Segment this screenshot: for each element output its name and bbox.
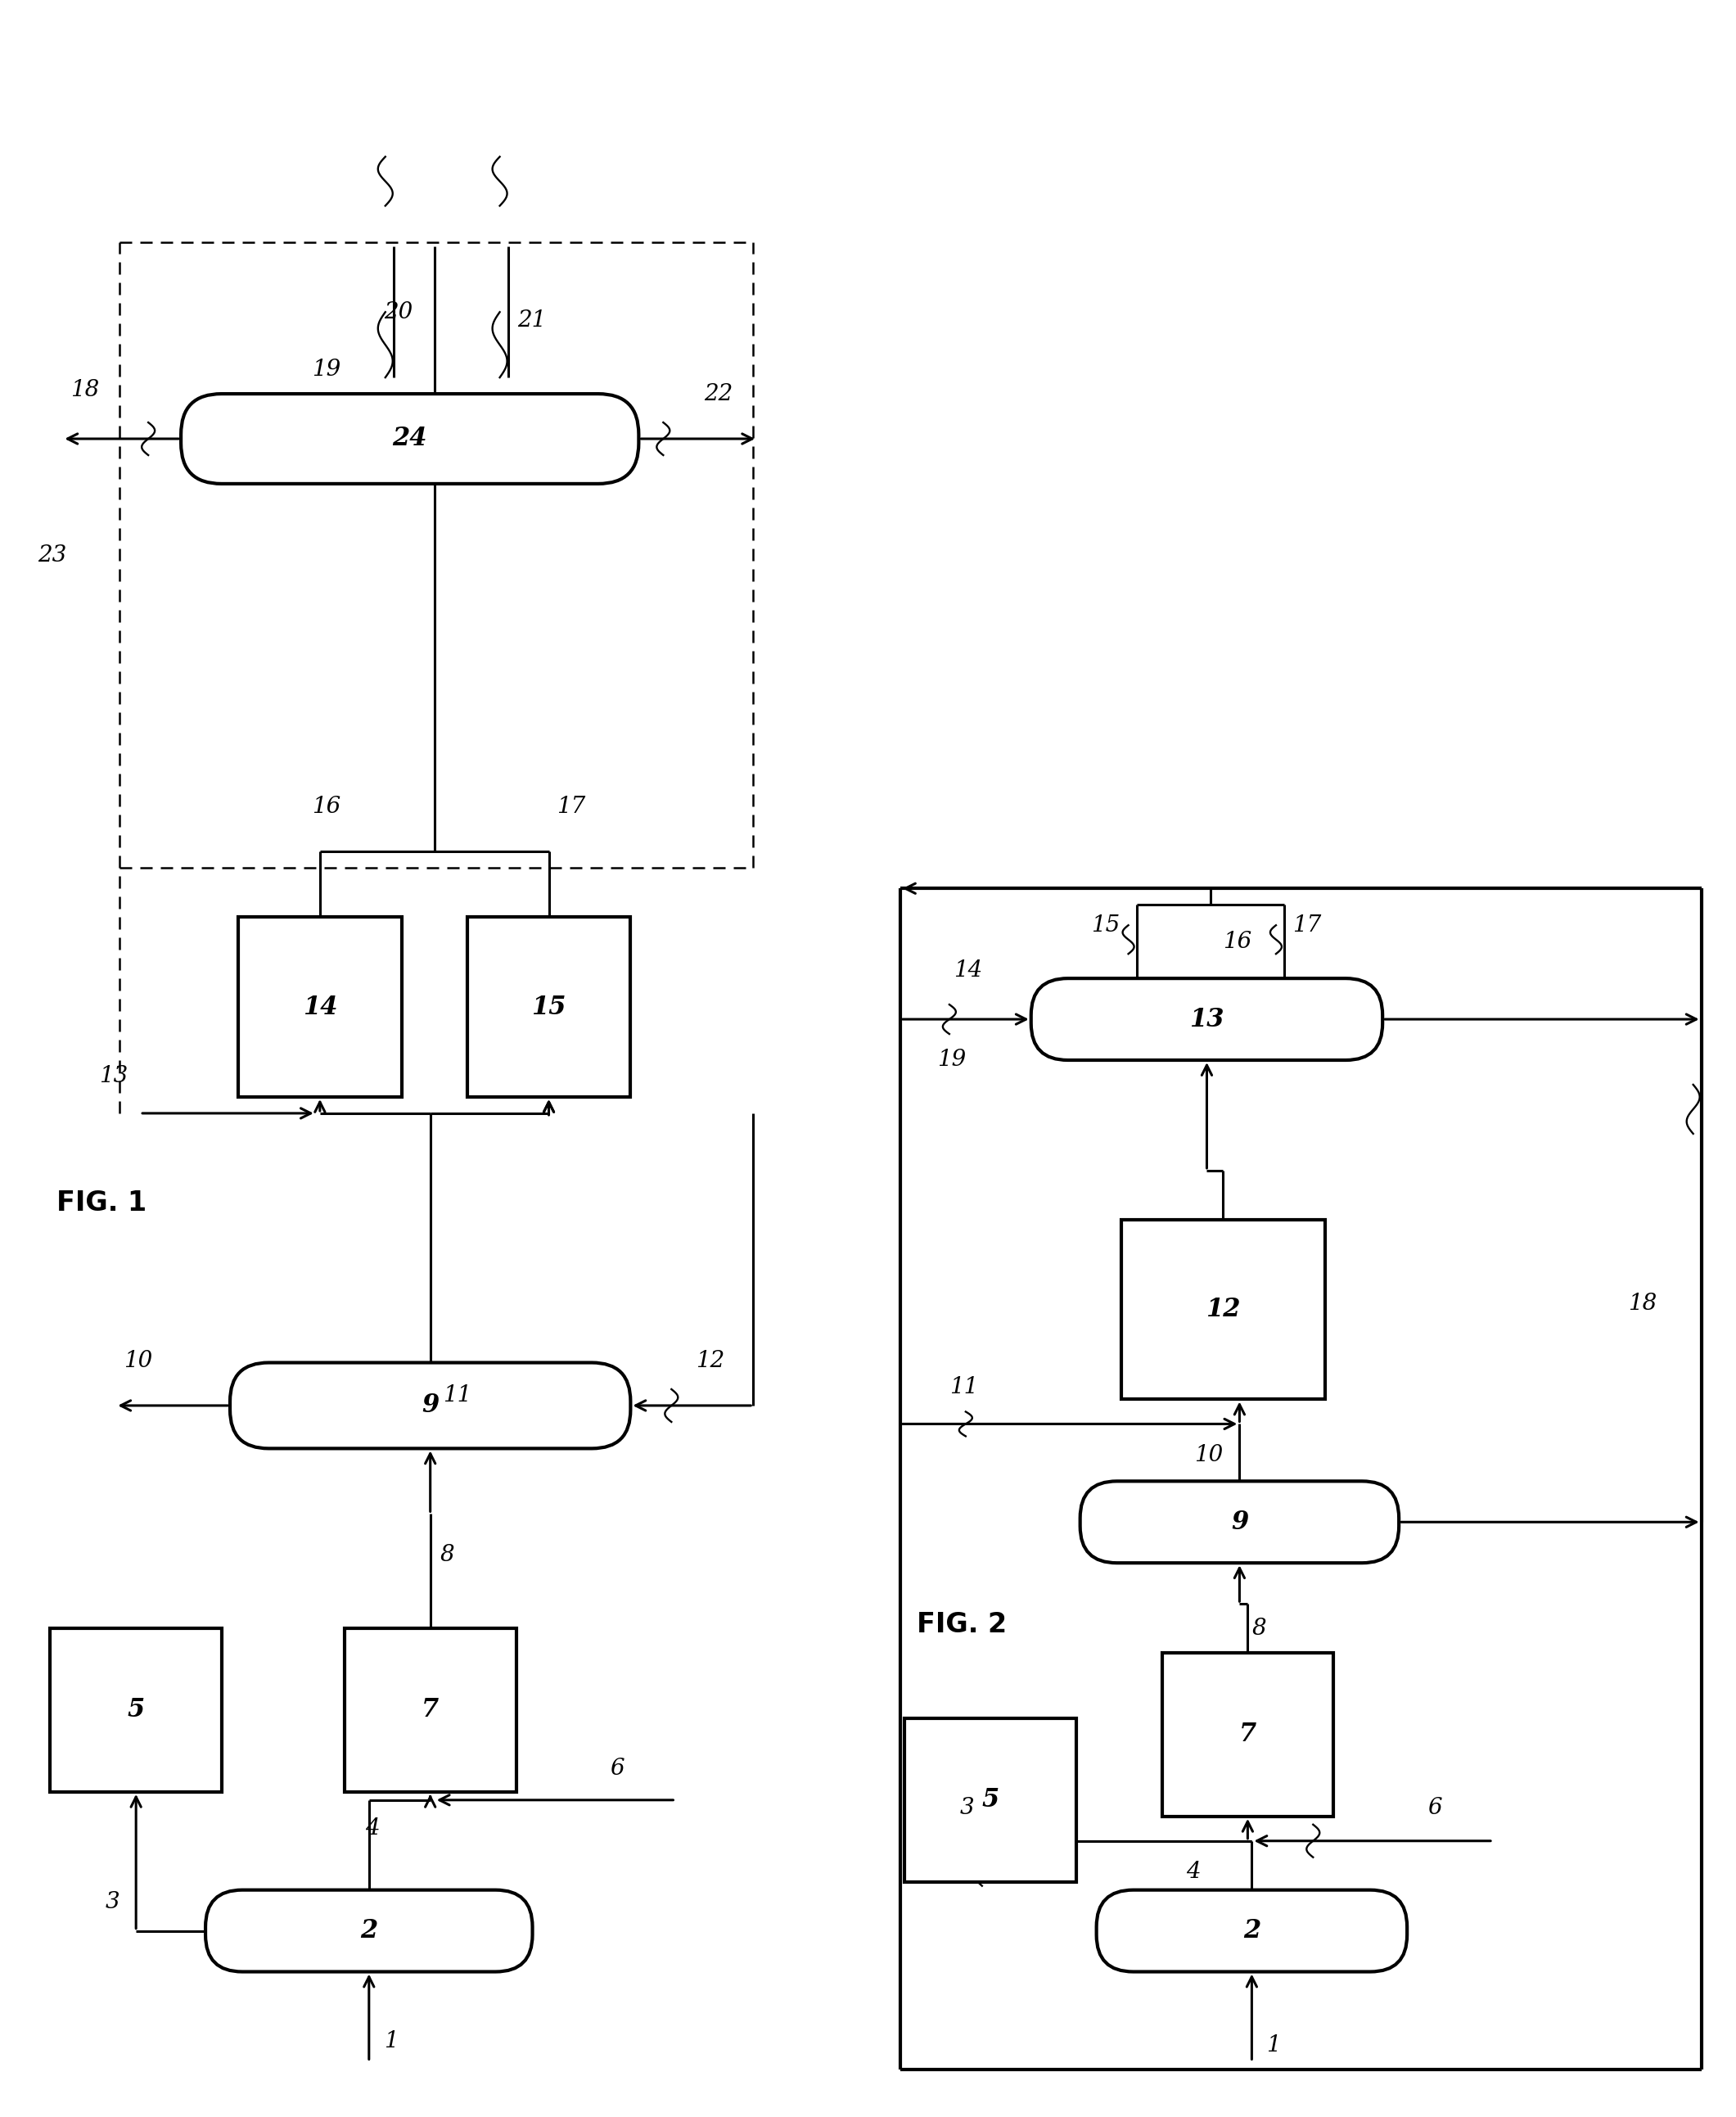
Text: 18: 18 [1628,1291,1656,1315]
Text: 15: 15 [1092,915,1120,936]
Text: 17: 17 [557,796,585,817]
Text: 5: 5 [127,1698,144,1723]
Text: 24: 24 [392,426,427,451]
Text: 13: 13 [99,1065,128,1088]
Text: 15: 15 [531,995,566,1020]
Text: 11: 11 [443,1385,472,1406]
Text: 7: 7 [1240,1721,1257,1747]
Text: 7: 7 [422,1698,439,1723]
Text: 17: 17 [1292,915,1321,936]
Text: 4: 4 [1186,1861,1201,1882]
FancyBboxPatch shape [205,1890,533,1971]
FancyBboxPatch shape [1161,1653,1333,1816]
Text: 6: 6 [1427,1797,1443,1819]
FancyBboxPatch shape [229,1363,630,1448]
FancyBboxPatch shape [904,1719,1076,1882]
Text: 21: 21 [517,309,547,330]
FancyBboxPatch shape [50,1628,222,1791]
FancyBboxPatch shape [467,917,630,1097]
FancyBboxPatch shape [1080,1482,1399,1562]
Text: 23: 23 [38,544,66,567]
Text: 16: 16 [312,796,340,817]
Text: 19: 19 [312,358,340,381]
Text: 19: 19 [937,1050,965,1071]
FancyBboxPatch shape [1031,978,1382,1061]
Text: 14: 14 [953,959,983,982]
Text: 12: 12 [1207,1298,1241,1323]
FancyBboxPatch shape [1097,1890,1408,1971]
Text: FIG. 1: FIG. 1 [57,1190,148,1217]
Text: 2: 2 [1243,1918,1260,1943]
Text: 3: 3 [106,1890,120,1914]
Text: 9: 9 [1231,1509,1248,1535]
Text: 1: 1 [1267,2034,1281,2056]
Text: 11: 11 [950,1376,977,1397]
Text: 2: 2 [361,1918,378,1943]
Text: 8: 8 [1252,1617,1266,1639]
Text: 20: 20 [384,301,413,324]
Text: 3: 3 [960,1797,974,1819]
Text: 8: 8 [441,1543,455,1567]
Text: 13: 13 [1189,1006,1224,1031]
Text: 10: 10 [123,1349,153,1372]
FancyBboxPatch shape [181,394,639,485]
Text: 9: 9 [422,1393,439,1418]
Text: 1: 1 [384,2030,398,2051]
FancyBboxPatch shape [238,917,401,1097]
Text: 10: 10 [1194,1444,1224,1467]
Text: FIG. 2: FIG. 2 [917,1611,1007,1639]
Text: 22: 22 [705,383,733,404]
Text: 16: 16 [1222,931,1252,953]
Text: 12: 12 [696,1349,726,1372]
FancyBboxPatch shape [1121,1219,1325,1399]
Text: 18: 18 [71,379,99,400]
Text: 4: 4 [365,1819,378,1840]
Text: 14: 14 [302,995,337,1020]
Text: 6: 6 [609,1757,625,1780]
Text: 5: 5 [981,1787,998,1812]
FancyBboxPatch shape [344,1628,516,1791]
